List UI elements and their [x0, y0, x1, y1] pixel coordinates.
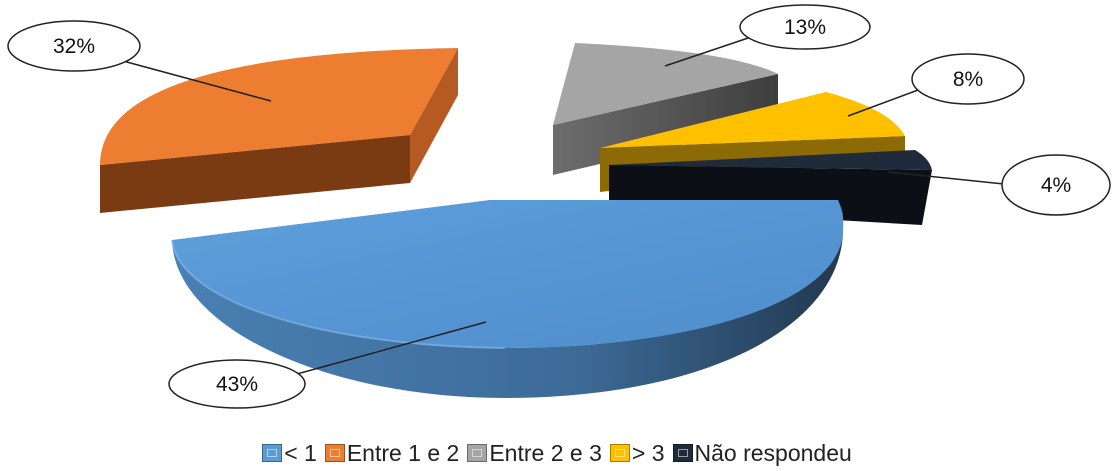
legend-label-menor-1: < 1	[284, 439, 317, 466]
legend-item-nao-respondeu: Não respondeu	[672, 439, 852, 467]
pie-chart: 43% 32% 13% 8% 4%	[7, 4, 1111, 409]
legend-label-nao-respondeu: Não respondeu	[694, 439, 852, 466]
legend-item-entre-2-e-3: Entre 2 e 3	[467, 440, 602, 467]
data-label-entre-2-e-3: 13%	[664, 4, 871, 67]
data-label-text-nao-respondeu: 4%	[1041, 174, 1071, 197]
data-label-text-entre-1-e-2: 32%	[53, 35, 95, 58]
legend-label-entre-2-e-3: Entre 2 e 3	[489, 439, 602, 466]
legend-item-maior-3: > 3	[609, 439, 665, 467]
legend-item-entre-1-e-2: Entre 1 e 2	[324, 439, 460, 467]
legend-item-menor-1: < 1	[262, 440, 317, 467]
pie-slice-menor-1	[171, 200, 844, 398]
data-label-text-menor-1: 43%	[216, 373, 258, 396]
legend-swatch-nao-respondeu	[672, 444, 693, 462]
pie-slice-entre-1-e-2	[100, 48, 458, 213]
data-label-text-entre-2-e-3: 13%	[784, 16, 826, 39]
legend-swatch-entre-2-e-3	[467, 444, 488, 462]
legend-swatch-maior-3	[609, 444, 630, 462]
data-label-menor-1: 43%	[168, 321, 487, 409]
data-label-text-maior-3: 8%	[953, 68, 983, 91]
legend-label-maior-3: > 3	[631, 439, 665, 466]
data-label-maior-3: 8%	[847, 53, 1025, 117]
legend: < 1 Entre 1 e 2 Entre 2 e 3 > 3 Não resp…	[0, 438, 1114, 468]
data-label-nao-respondeu: 4%	[887, 154, 1111, 216]
legend-label-entre-1-e-2: Entre 1 e 2	[346, 439, 460, 466]
data-label-entre-1-e-2: 32%	[7, 20, 272, 102]
legend-swatch-menor-1	[262, 444, 283, 462]
legend-swatch-entre-1-e-2	[324, 444, 345, 462]
